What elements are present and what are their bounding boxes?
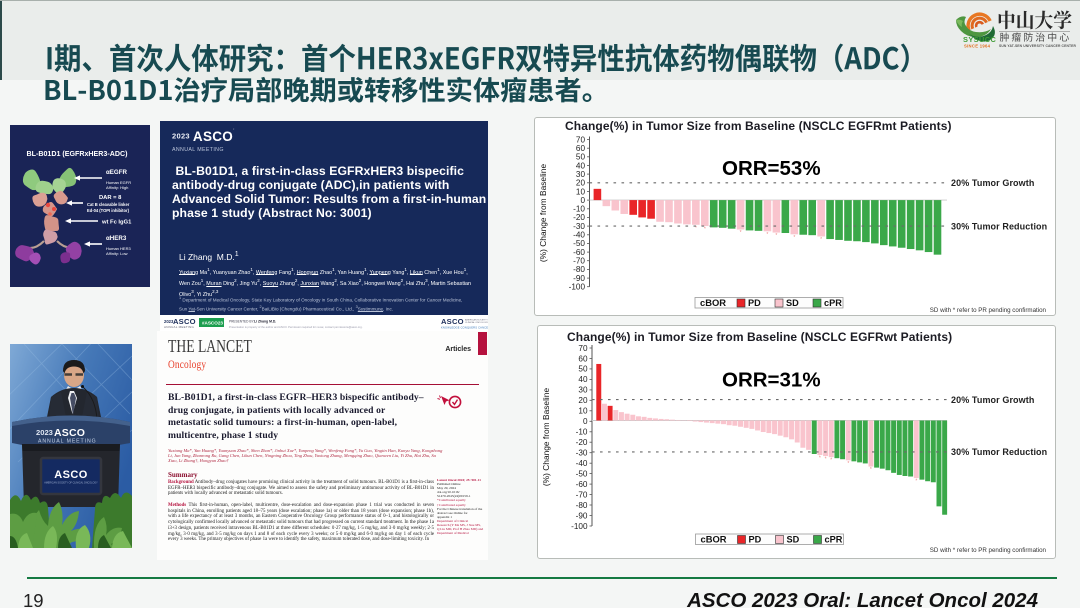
svg-text:BL-B01D1 (EGFRxHER3-ADC): BL-B01D1 (EGFRxHER3-ADC) bbox=[27, 150, 129, 158]
svg-text:-60: -60 bbox=[573, 248, 585, 257]
svg-text:Cat B cleavable linker: Cat B cleavable linker bbox=[87, 202, 130, 207]
svg-text:60: 60 bbox=[576, 144, 586, 153]
svg-text:2023: 2023 bbox=[36, 428, 53, 437]
svg-text:ASCO: ASCO bbox=[54, 469, 87, 481]
svg-text:Affinity: Low: Affinity: Low bbox=[106, 251, 128, 256]
svg-text:SINCE 1964: SINCE 1964 bbox=[964, 44, 991, 49]
svg-text:ANNUAL MEETING: ANNUAL MEETING bbox=[164, 325, 194, 329]
svg-text:CLINICAL ONCOLOGY: CLINICAL ONCOLOGY bbox=[465, 321, 488, 324]
svg-text:-60: -60 bbox=[576, 480, 588, 489]
svg-text:-70: -70 bbox=[576, 490, 588, 499]
svg-text:70: 70 bbox=[576, 135, 586, 144]
svg-text:SD: SD bbox=[786, 298, 799, 308]
svg-text:DAR = 8: DAR = 8 bbox=[99, 195, 122, 201]
svg-text:#ASCO23: #ASCO23 bbox=[202, 320, 223, 325]
svg-text:*: * bbox=[695, 225, 697, 231]
svg-text:*: * bbox=[870, 467, 872, 473]
svg-text:-80: -80 bbox=[573, 265, 585, 274]
svg-text:*: * bbox=[825, 457, 827, 463]
svg-text:10: 10 bbox=[578, 407, 588, 416]
svg-text:SYSUCC: SYSUCC bbox=[963, 35, 996, 44]
svg-text:PD: PD bbox=[749, 534, 762, 544]
svg-text:ASCO: ASCO bbox=[54, 427, 85, 439]
svg-text:αHER3: αHER3 bbox=[106, 235, 127, 242]
svg-text:Human EGFR: Human EGFR bbox=[106, 180, 131, 185]
svg-text:-10: -10 bbox=[576, 428, 588, 437]
svg-text:0: 0 bbox=[580, 196, 585, 205]
svg-text:-10: -10 bbox=[573, 205, 585, 214]
svg-text:Human HER3: Human HER3 bbox=[106, 246, 131, 251]
svg-text:*: * bbox=[766, 232, 768, 238]
svg-text:*: * bbox=[793, 235, 795, 241]
svg-text:Li Zhang M.D.: Li Zhang M.D. bbox=[254, 319, 276, 323]
svg-text:-30: -30 bbox=[573, 222, 585, 231]
svg-text:PD: PD bbox=[748, 298, 761, 308]
svg-text:*: * bbox=[830, 458, 832, 464]
svg-text:ORR=31%: ORR=31% bbox=[722, 369, 821, 392]
svg-text:30: 30 bbox=[578, 386, 588, 395]
svg-text:70: 70 bbox=[578, 344, 588, 353]
svg-text:-100: -100 bbox=[571, 522, 588, 531]
svg-text:20% Tumor Growth: 20% Tumor Growth bbox=[951, 395, 1034, 405]
svg-text:40: 40 bbox=[578, 375, 588, 384]
svg-text:cPR: cPR bbox=[825, 534, 843, 544]
svg-text:0: 0 bbox=[583, 417, 588, 426]
svg-text:ASCO: ASCO bbox=[173, 317, 196, 326]
svg-text:-50: -50 bbox=[573, 239, 585, 248]
svg-text:Change(%) in Tumor Size from B: Change(%) in Tumor Size from Baseline (N… bbox=[565, 119, 952, 133]
svg-text:-50: -50 bbox=[576, 469, 588, 478]
svg-text:20: 20 bbox=[578, 396, 588, 405]
svg-text:-40: -40 bbox=[576, 459, 588, 468]
svg-text:60: 60 bbox=[578, 354, 588, 363]
svg-text:ORR=53%: ORR=53% bbox=[722, 157, 821, 180]
svg-text:2023: 2023 bbox=[164, 319, 174, 324]
svg-text:cBOR: cBOR bbox=[701, 533, 727, 544]
svg-text:-20: -20 bbox=[576, 438, 588, 447]
svg-text:Ed-04 (TOPI inhibitor): Ed-04 (TOPI inhibitor) bbox=[87, 208, 130, 213]
svg-text:Change(%) in Tumor Size from B: Change(%) in Tumor Size from Baseline (N… bbox=[567, 330, 952, 344]
svg-text:50: 50 bbox=[576, 153, 586, 162]
svg-text:-80: -80 bbox=[576, 501, 588, 510]
svg-text:50: 50 bbox=[578, 365, 588, 374]
svg-text:*: * bbox=[847, 461, 849, 467]
svg-text:*: * bbox=[915, 479, 917, 485]
svg-text:-30: -30 bbox=[576, 449, 588, 458]
svg-text:*: * bbox=[775, 233, 777, 239]
svg-text:-90: -90 bbox=[576, 511, 588, 520]
svg-text:*: * bbox=[704, 227, 706, 233]
svg-text:PRESENTED BY:: PRESENTED BY: bbox=[229, 319, 254, 323]
svg-text:(%) Change from Baseline: (%) Change from Baseline bbox=[541, 388, 551, 487]
svg-text:30% Tumor Reduction: 30% Tumor Reduction bbox=[951, 221, 1047, 231]
svg-text:30% Tumor Reduction: 30% Tumor Reduction bbox=[951, 447, 1047, 457]
svg-text:-70: -70 bbox=[573, 257, 585, 266]
svg-text:ASCO: ASCO bbox=[441, 317, 464, 326]
svg-text:cBOR: cBOR bbox=[700, 297, 726, 308]
svg-text:AMERICAN SOCIETY OF: AMERICAN SOCIETY OF bbox=[465, 318, 488, 321]
svg-text:αEGFR: αEGFR bbox=[106, 169, 128, 176]
svg-text:SD: SD bbox=[787, 534, 800, 544]
svg-text:20% Tumor Growth: 20% Tumor Growth bbox=[951, 178, 1034, 188]
svg-text:cPR: cPR bbox=[824, 298, 842, 308]
svg-text:*: * bbox=[740, 230, 742, 236]
svg-text:SD with * refer to PR pending: SD with * refer to PR pending confirmati… bbox=[930, 547, 1047, 554]
svg-text:-100: -100 bbox=[569, 283, 586, 292]
svg-text:(%) Change from Baseline: (%) Change from Baseline bbox=[538, 164, 548, 263]
svg-text:-20: -20 bbox=[573, 213, 585, 222]
svg-text:Affinity: High: Affinity: High bbox=[106, 185, 128, 190]
svg-text:SUN YAT-SEN UNIVERSITY CANCER: SUN YAT-SEN UNIVERSITY CANCER CENTER bbox=[999, 44, 1076, 48]
svg-text:20: 20 bbox=[576, 179, 586, 188]
svg-text:*: * bbox=[819, 456, 821, 462]
svg-text:Presentation is property of th: Presentation is property of the author a… bbox=[229, 325, 363, 329]
svg-text:40: 40 bbox=[576, 161, 586, 170]
svg-text:30: 30 bbox=[576, 170, 586, 179]
svg-text:SD with * refer to PR pending: SD with * refer to PR pending confirmati… bbox=[930, 307, 1047, 314]
svg-text:10: 10 bbox=[576, 187, 586, 196]
svg-text:ANNUAL MEETING: ANNUAL MEETING bbox=[38, 439, 97, 445]
svg-text:AMERICAN SOCIETY OF CLINICAL O: AMERICAN SOCIETY OF CLINICAL ONCOLOGY bbox=[44, 482, 98, 485]
svg-text:wt Fc IgG1: wt Fc IgG1 bbox=[101, 220, 132, 226]
svg-text:-90: -90 bbox=[573, 274, 585, 283]
svg-text:-40: -40 bbox=[573, 231, 585, 240]
svg-text:KNOWLEDGE CONQUERS CANCER: KNOWLEDGE CONQUERS CANCER bbox=[441, 325, 488, 329]
svg-text:*: * bbox=[820, 237, 822, 243]
